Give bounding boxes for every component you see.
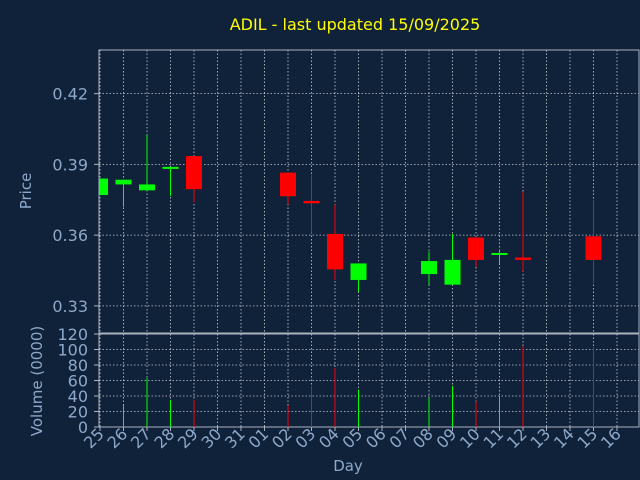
price-tick-label: 0.36 — [52, 226, 88, 245]
candle-body — [491, 252, 508, 255]
candle-body — [162, 166, 179, 169]
candle-body — [421, 261, 437, 275]
candle-body — [139, 184, 155, 191]
candle — [115, 179, 132, 207]
volume-tick-label: 0 — [78, 418, 88, 437]
chart-title: ADIL - last updated 15/09/2025 — [230, 15, 481, 34]
volume-series — [123, 346, 594, 427]
volume-tick-label: 100 — [57, 341, 88, 360]
candle-body — [327, 233, 343, 270]
candle — [139, 134, 155, 191]
candle-body — [303, 200, 320, 204]
price-tick-label: 0.42 — [52, 85, 88, 104]
candle — [421, 251, 437, 285]
candle — [327, 204, 343, 280]
x-axis-label: Day — [333, 457, 363, 475]
grid-lines — [99, 50, 639, 427]
candle — [350, 263, 367, 292]
candle-body — [280, 172, 296, 197]
candle — [186, 156, 202, 203]
volume-tick-label: 80 — [68, 356, 88, 375]
candle — [515, 191, 531, 272]
volume-axis-label: Volume (0000) — [28, 326, 46, 436]
volume-tick-label: 20 — [68, 403, 88, 422]
price-axis: 0.33 0.36 0.39 0.42 — [52, 85, 99, 316]
candle — [162, 166, 179, 197]
candle — [491, 250, 508, 264]
candle — [303, 174, 320, 233]
x-axis: 2526272829303101020304050607080910111213… — [80, 424, 625, 452]
candle-body — [115, 179, 132, 185]
candle — [99, 178, 108, 196]
price-panel-frame — [98, 49, 640, 334]
candle — [585, 199, 602, 283]
price-tick-label: 0.39 — [52, 155, 88, 174]
candle — [444, 233, 461, 285]
candle-body — [350, 263, 367, 280]
candle-body — [100, 178, 108, 196]
volume-tick-label: 60 — [68, 372, 88, 391]
candle-body — [186, 156, 202, 190]
candle-body — [444, 259, 461, 285]
volume-tick-label: 40 — [68, 387, 88, 406]
volume-tick-label: 120 — [57, 325, 88, 344]
candle-body — [585, 236, 602, 260]
x-tick-label: 16 — [597, 424, 625, 452]
candle — [280, 172, 296, 205]
price-tick-label: 0.33 — [52, 297, 88, 316]
candles-series — [99, 134, 602, 292]
candle-body — [515, 257, 531, 260]
price-axis-label: Price — [17, 173, 35, 210]
candle — [468, 237, 484, 267]
candle-body — [468, 237, 484, 260]
